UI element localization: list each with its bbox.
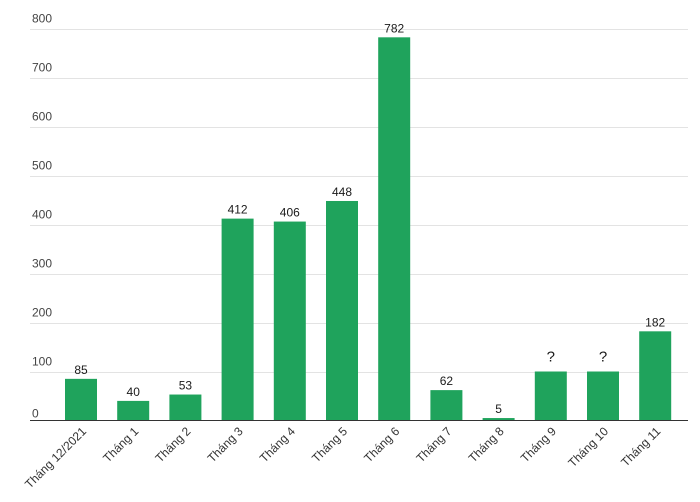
y-tick-label: 0 [32, 407, 39, 421]
y-tick-label: 200 [32, 306, 52, 320]
data-label: 53 [179, 379, 193, 393]
x-tick-label: Tháng 3 [205, 424, 246, 465]
x-tick-label: Tháng 11 [618, 424, 663, 469]
data-label: ? [599, 349, 607, 366]
data-label: 85 [74, 363, 88, 377]
data-label: 40 [127, 385, 141, 399]
y-tick-label: 500 [32, 159, 52, 173]
x-tick-label: Tháng 12/2021 [22, 424, 89, 491]
y-tick-label: 100 [32, 355, 52, 369]
bar [639, 331, 672, 421]
y-tick-label: 600 [32, 110, 52, 124]
data-label: 62 [440, 374, 454, 388]
x-tick-label: Tháng 7 [413, 424, 454, 465]
bar [326, 200, 358, 421]
x-tick-label: Tháng 2 [152, 424, 193, 465]
data-label: 5 [495, 402, 502, 416]
bar [169, 394, 202, 421]
bar [273, 221, 306, 421]
bar [482, 418, 515, 421]
x-tick-label: Tháng 1 [100, 424, 141, 465]
data-label: 406 [280, 206, 300, 220]
data-label: ? [547, 349, 555, 366]
y-tick-label: 700 [32, 61, 52, 75]
bar [430, 390, 463, 421]
bars [65, 37, 672, 421]
x-tick-label: Tháng 6 [361, 424, 402, 465]
y-tick-label: 400 [32, 208, 52, 222]
y-axis-ticks: 0 100 200 300 400 500 600 700 800 [32, 12, 52, 421]
y-tick-label: 800 [32, 12, 52, 26]
bar [534, 371, 567, 421]
data-label: 182 [645, 315, 665, 329]
x-tick-label: Tháng 9 [518, 424, 559, 465]
y-tick-label: 300 [32, 257, 52, 271]
x-tick-label: Tháng 5 [309, 424, 350, 465]
bar [587, 371, 619, 421]
x-tick-label: Tháng 8 [466, 424, 507, 465]
x-axis-categories: Tháng 12/2021 Tháng 1 Tháng 2 Tháng 3 Tháng … [22, 424, 663, 491]
bar [378, 37, 411, 421]
gridlines [30, 29, 688, 373]
bar [65, 378, 97, 421]
x-tick-label: Tháng 10 [565, 424, 611, 470]
data-label: 448 [332, 185, 352, 199]
data-labels: 85 40 53 412 406 448 782 62 5? ? 182 [74, 21, 665, 416]
bar [117, 400, 150, 421]
bar [221, 218, 254, 421]
x-tick-label: Tháng 4 [257, 424, 298, 465]
data-label: 412 [228, 203, 248, 217]
data-label: 782 [384, 21, 404, 35]
